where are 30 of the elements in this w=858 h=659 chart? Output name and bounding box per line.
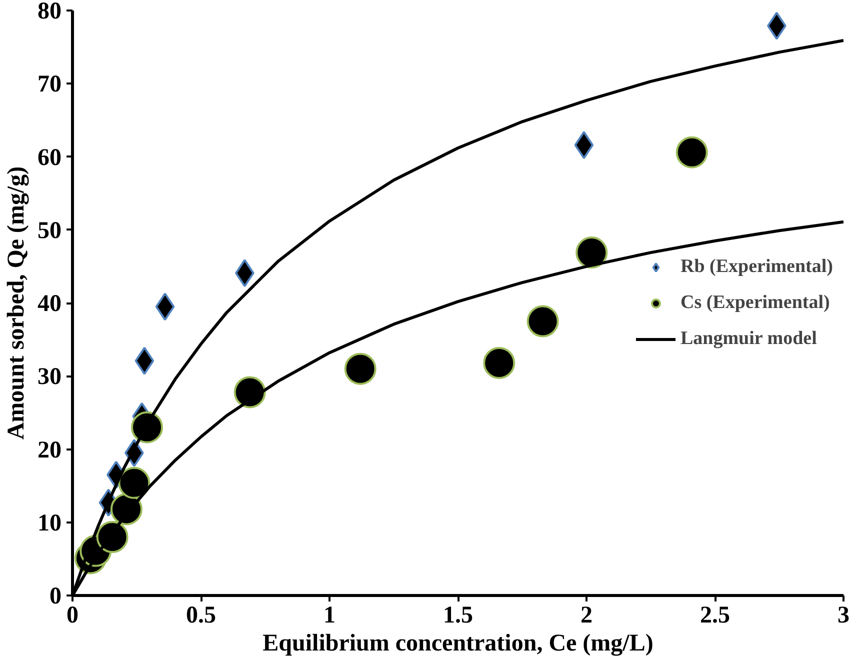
point: [576, 236, 608, 269]
legend-label: Cs (Experimental): [680, 292, 830, 314]
point: [574, 131, 594, 160]
x-tick-label: 2.5: [700, 602, 730, 628]
y-tick-label: 10: [38, 510, 62, 536]
point: [344, 352, 376, 385]
x-tick-label: 0: [66, 602, 78, 628]
point: [483, 346, 516, 379]
y-tick-label: 40: [38, 291, 62, 317]
x-tick-label: 2: [580, 602, 592, 628]
y-tick-label: 60: [38, 144, 62, 171]
y-tick-label: 80: [38, 0, 62, 24]
x-tick-label: 0.5: [186, 602, 216, 628]
y-axis-title: Amount sorbed, Qe (mg/g): [4, 166, 30, 440]
x-tick-label: 1: [324, 602, 336, 628]
y-tick-label: 70: [38, 72, 62, 98]
y-tick-label: 20: [38, 437, 62, 464]
point: [118, 466, 150, 499]
point: [155, 292, 175, 321]
point: [134, 346, 154, 375]
point: [676, 136, 708, 168]
x-axis-title: Equilibrium concentration, Ce (mg/L): [262, 630, 654, 656]
legend-label: Rb (Experimental): [680, 256, 833, 278]
legend-label: Langmuir model: [680, 328, 817, 350]
y-tick-label: 30: [38, 364, 62, 390]
point: [526, 305, 559, 338]
y-tick-label: 50: [38, 218, 62, 244]
x-tick-label: 3: [838, 602, 850, 628]
y-tick-label: 0: [50, 584, 62, 610]
x-tick-label: 1.5: [443, 602, 473, 628]
